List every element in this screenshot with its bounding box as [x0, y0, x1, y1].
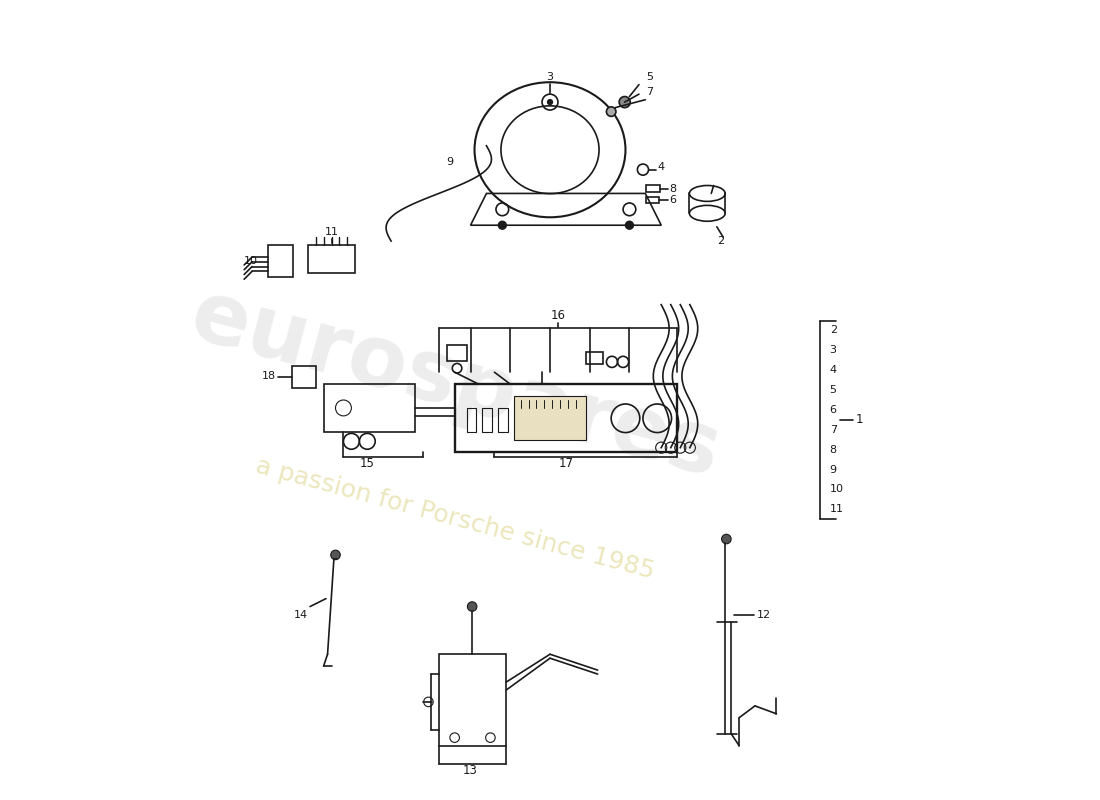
Circle shape [626, 222, 634, 229]
Bar [466, 408, 476, 432]
Text: 12: 12 [757, 610, 771, 619]
Text: 13: 13 [463, 764, 478, 777]
Bar [515, 396, 585, 440]
Text: 9: 9 [829, 465, 837, 474]
Circle shape [722, 534, 732, 544]
Circle shape [606, 107, 616, 116]
Text: 18: 18 [262, 371, 276, 381]
Text: 2: 2 [717, 236, 724, 246]
Text: 3: 3 [547, 72, 553, 82]
Text: 11: 11 [829, 504, 844, 514]
Circle shape [331, 550, 340, 560]
Text: 3: 3 [829, 346, 837, 355]
Text: 4: 4 [658, 162, 664, 172]
Text: 11: 11 [324, 227, 339, 237]
Text: 1: 1 [856, 414, 864, 426]
Text: 16: 16 [550, 309, 565, 322]
Text: 7: 7 [829, 425, 837, 434]
Text: 4: 4 [829, 366, 837, 375]
Bar [586, 352, 603, 364]
Text: 17: 17 [559, 457, 573, 470]
Bar [483, 408, 492, 432]
Circle shape [619, 97, 630, 108]
Text: 10: 10 [243, 256, 257, 266]
Text: 7: 7 [646, 86, 653, 97]
Text: 15: 15 [360, 457, 375, 470]
Bar [498, 408, 508, 432]
Text: 5: 5 [646, 72, 652, 82]
Text: 10: 10 [829, 484, 844, 494]
Bar [447, 345, 466, 361]
Circle shape [498, 222, 506, 229]
Text: eurospares: eurospares [180, 274, 728, 494]
Circle shape [468, 602, 477, 611]
Text: 2: 2 [829, 326, 837, 335]
Text: 6: 6 [829, 405, 837, 415]
Text: 8: 8 [669, 184, 676, 194]
Text: 14: 14 [294, 610, 308, 619]
Text: a passion for Porsche since 1985: a passion for Porsche since 1985 [253, 454, 657, 584]
Text: 6: 6 [669, 194, 676, 205]
Text: 8: 8 [829, 445, 837, 454]
Text: 5: 5 [829, 385, 837, 395]
Circle shape [547, 99, 553, 106]
Text: 9: 9 [446, 157, 453, 166]
